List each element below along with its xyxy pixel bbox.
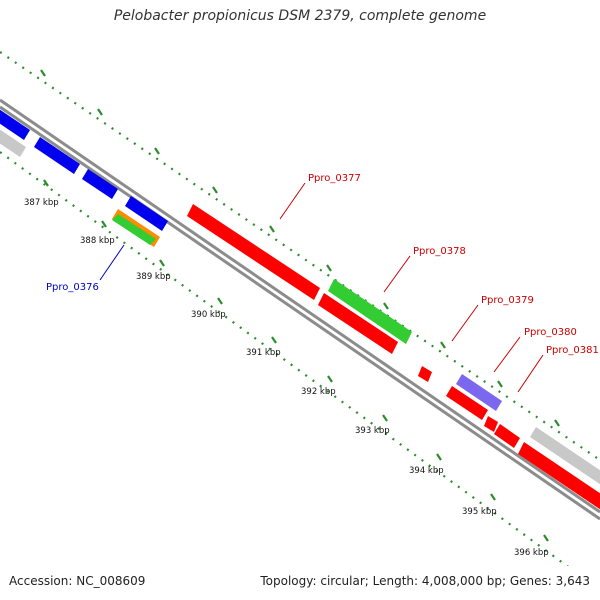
outer-major-ticks: [40, 69, 560, 427]
genome-summary-text: Topology: circular; Length: 4,008,000 bp…: [260, 574, 590, 588]
tick-label: 390 kbp: [191, 310, 226, 320]
accession-text: Accession: NC_008609: [9, 574, 146, 588]
tick-label: 391 kbp: [246, 348, 281, 358]
outer-tick-ring: [0, 51, 600, 461]
gene-blue-3: [82, 169, 118, 199]
inner-tick-ring: [0, 151, 569, 566]
tick-label: 387 kbp: [24, 198, 59, 208]
gene-blue-4: [125, 196, 168, 231]
gene-purple-0380: [456, 374, 502, 411]
reverse-genes: [0, 129, 600, 510]
genome-axis-outer: [0, 98, 600, 514]
gene-gray-left: [0, 129, 26, 157]
tick-label: 392 kbp: [301, 387, 336, 397]
gene-labels: Ppro_0376 Ppro_0377 Ppro_0378 Ppro_0379 …: [46, 173, 599, 356]
gene-label-ppro-0380: Ppro_0380: [524, 327, 577, 338]
gene-red-0381: [518, 442, 600, 510]
gene-blue-1: [0, 109, 30, 140]
genome-axis-inner: [0, 105, 600, 521]
tick-label: 389 kbp: [136, 272, 171, 282]
tick-label: 394 kbp: [409, 466, 444, 476]
gene-gray-right: [530, 427, 600, 485]
gene-label-ppro-0376: Ppro_0376: [46, 282, 99, 293]
tick-label: 393 kbp: [355, 426, 390, 436]
gene-label-ppro-0378: Ppro_0378: [413, 246, 466, 257]
map-title: Pelobacter propionicus DSM 2379, complet…: [113, 8, 487, 24]
gene-red-0379-a: [318, 293, 398, 354]
label-leaders: [99, 182, 544, 393]
gene-label-ppro-0381: Ppro_0381: [546, 345, 599, 356]
gene-label-ppro-0379: Ppro_0379: [481, 295, 534, 306]
tick-labels: 387 kbp 388 kbp 389 kbp 390 kbp 391 kbp …: [24, 198, 549, 558]
gene-red-0380: [446, 386, 488, 420]
tick-label: 388 kbp: [80, 236, 115, 246]
inner-major-ticks: [43, 179, 549, 542]
gene-red-0377: [187, 204, 320, 300]
gene-red-tiny: [484, 416, 498, 432]
tick-label: 395 kbp: [462, 507, 497, 517]
tick-label: 396 kbp: [514, 548, 549, 558]
forward-genes: [0, 109, 600, 485]
gene-blue-2: [34, 137, 80, 174]
gene-green-0376: [112, 214, 156, 245]
gene-green-0378: [328, 279, 412, 344]
gene-red-small: [418, 366, 432, 382]
gene-red-0381-a: [494, 424, 520, 448]
gene-label-ppro-0377: Ppro_0377: [308, 173, 361, 184]
